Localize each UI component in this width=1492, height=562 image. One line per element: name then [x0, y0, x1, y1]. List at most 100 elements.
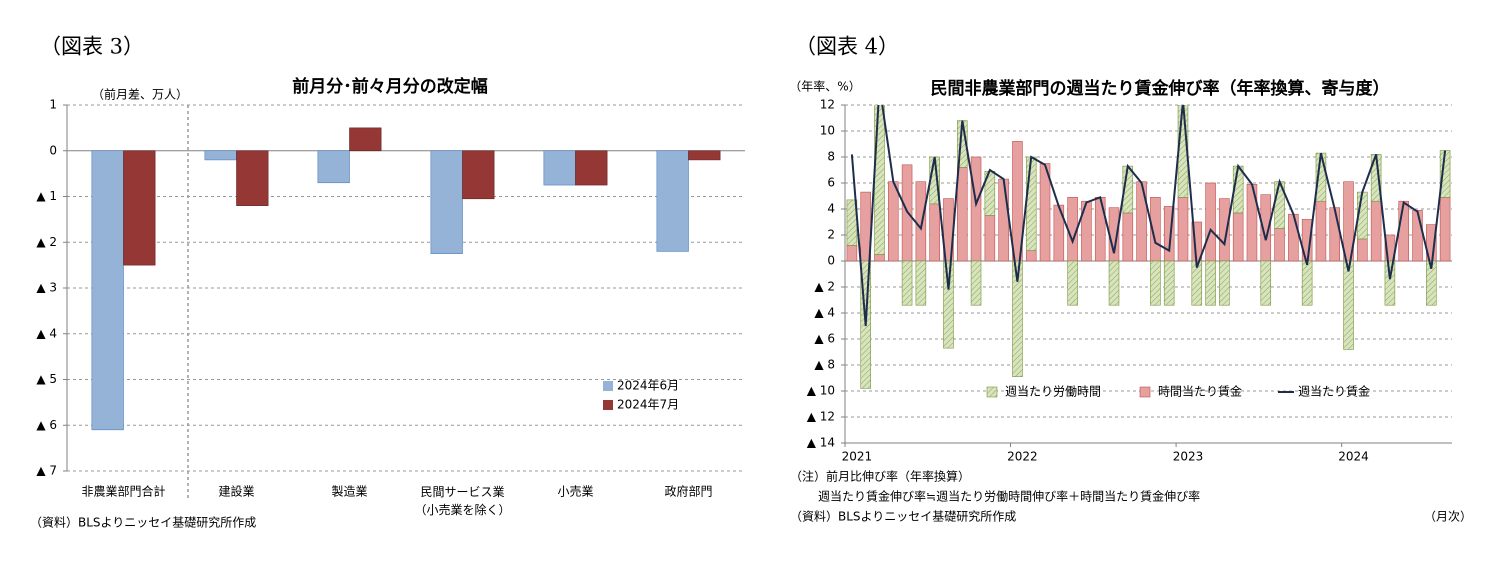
bar [901, 260, 913, 306]
x-tick-label: 2021 [842, 450, 873, 464]
y-tick-label: ▲ 6 [814, 332, 835, 346]
figure-label: （図表 3） [40, 35, 144, 59]
bar [1274, 228, 1285, 262]
bar [1205, 182, 1216, 262]
bar [430, 150, 463, 254]
bar [1357, 238, 1368, 262]
source: （資料）BLSよりニッセイ基礎研究所作成 [790, 509, 1016, 524]
x-tick-label: 建設業 [218, 484, 254, 499]
bar [656, 150, 689, 252]
bar [1205, 260, 1216, 306]
bar [915, 181, 927, 262]
bar [236, 150, 269, 206]
bar [1301, 260, 1313, 306]
y-tick-label: 0 [49, 143, 57, 157]
bar [1329, 207, 1341, 262]
legend-label: 2024年6月 [617, 379, 679, 393]
bar [929, 203, 940, 262]
bar [1219, 260, 1230, 306]
bar [846, 245, 858, 262]
legend-label: 時間当たり賃金 [1158, 384, 1242, 399]
bar [1136, 181, 1147, 262]
y-tick-label: 10 [820, 124, 835, 138]
y-tick-label: ▲ 2 [36, 235, 57, 249]
legend-label: 週当たり賃金 [1298, 384, 1370, 399]
legend-swatch [603, 400, 613, 410]
y-tick-label: 12 [820, 98, 835, 112]
x-tick-label: 製造業 [331, 485, 367, 499]
bar [1177, 197, 1189, 262]
y-tick-label: 1 [49, 98, 57, 112]
bar [317, 150, 350, 184]
bar [984, 215, 996, 262]
legend-swatch [986, 386, 998, 398]
x-tick-label: 政府部門 [664, 484, 712, 499]
bar [349, 127, 382, 152]
x-tick-label: 民間サービス業（小売業を除く） [414, 485, 510, 517]
note: 週当たり賃金伸び率≒週当たり労働時間伸び率＋時間当たり賃金伸び率 [818, 489, 1200, 504]
bar [1439, 197, 1451, 262]
bar [888, 181, 899, 262]
y-axis-label: （年率、%） [789, 79, 860, 94]
bar [1025, 250, 1037, 262]
x-tick-label: 非農業部門合計 [81, 484, 165, 499]
bar [1081, 200, 1092, 262]
y-tick-label: ▲ 1 [36, 189, 57, 203]
figure-label: （図表 4） [795, 35, 899, 59]
legend-label: 週当たり労働時間 [1005, 385, 1101, 399]
y-tick-label: 2 [827, 228, 835, 242]
bar [462, 150, 495, 200]
bar [575, 150, 608, 186]
bar [1260, 260, 1272, 306]
y-tick-label: ▲ 10 [807, 384, 835, 398]
bar [1315, 200, 1327, 262]
y-tick-label: 8 [827, 150, 835, 164]
y-tick-label: ▲ 14 [807, 436, 835, 450]
legend-swatch [603, 381, 613, 391]
y-tick-label: ▲ 2 [814, 280, 835, 294]
y-tick-label: ▲ 3 [36, 281, 57, 295]
legend-label: 2024年7月 [617, 398, 679, 412]
y-tick-label: ▲ 6 [36, 418, 57, 432]
source: （資料）BLSよりニッセイ基礎研究所作成 [30, 515, 256, 530]
bar [1067, 260, 1078, 306]
plot [846, 105, 1451, 389]
x-tick-label: 2024 [1338, 450, 1369, 464]
y-tick-label: ▲ 5 [36, 372, 57, 386]
bar [956, 167, 968, 262]
chart-title: 民間非農業部門の週当たり賃金伸び率（年率換算、寄与度） [931, 78, 1390, 99]
bar [91, 150, 124, 431]
line [850, 105, 1447, 327]
bar [1094, 197, 1106, 262]
bar [998, 178, 1009, 262]
x-tick-label: 2023 [1173, 450, 1204, 464]
bar [1370, 200, 1382, 262]
bar [1232, 212, 1244, 262]
bar [1150, 260, 1161, 306]
bar [970, 260, 982, 306]
x-axis-label: （月次） [1424, 510, 1472, 524]
bar [1108, 260, 1120, 306]
legend-swatch [1139, 386, 1151, 398]
bar [1039, 163, 1051, 262]
y-tick-label: 6 [827, 176, 835, 190]
bar [204, 150, 237, 161]
bar [1122, 212, 1134, 262]
bar [123, 150, 156, 266]
bar [970, 156, 982, 262]
y-axis-label: （前月差、万人） [92, 87, 188, 102]
bar [1398, 200, 1409, 262]
bar [943, 260, 954, 349]
bar [1025, 156, 1037, 251]
bar [874, 254, 885, 262]
y-tick-label: 4 [827, 202, 835, 216]
bar [1439, 150, 1451, 198]
y-tick-label: ▲ 4 [814, 306, 835, 320]
y-tick-label: ▲ 4 [36, 326, 57, 340]
bar [688, 150, 721, 161]
bar [1412, 210, 1423, 262]
bar [915, 260, 927, 306]
bar [1343, 260, 1354, 350]
note: （注）前月比伸び率（年率換算） [790, 469, 970, 484]
